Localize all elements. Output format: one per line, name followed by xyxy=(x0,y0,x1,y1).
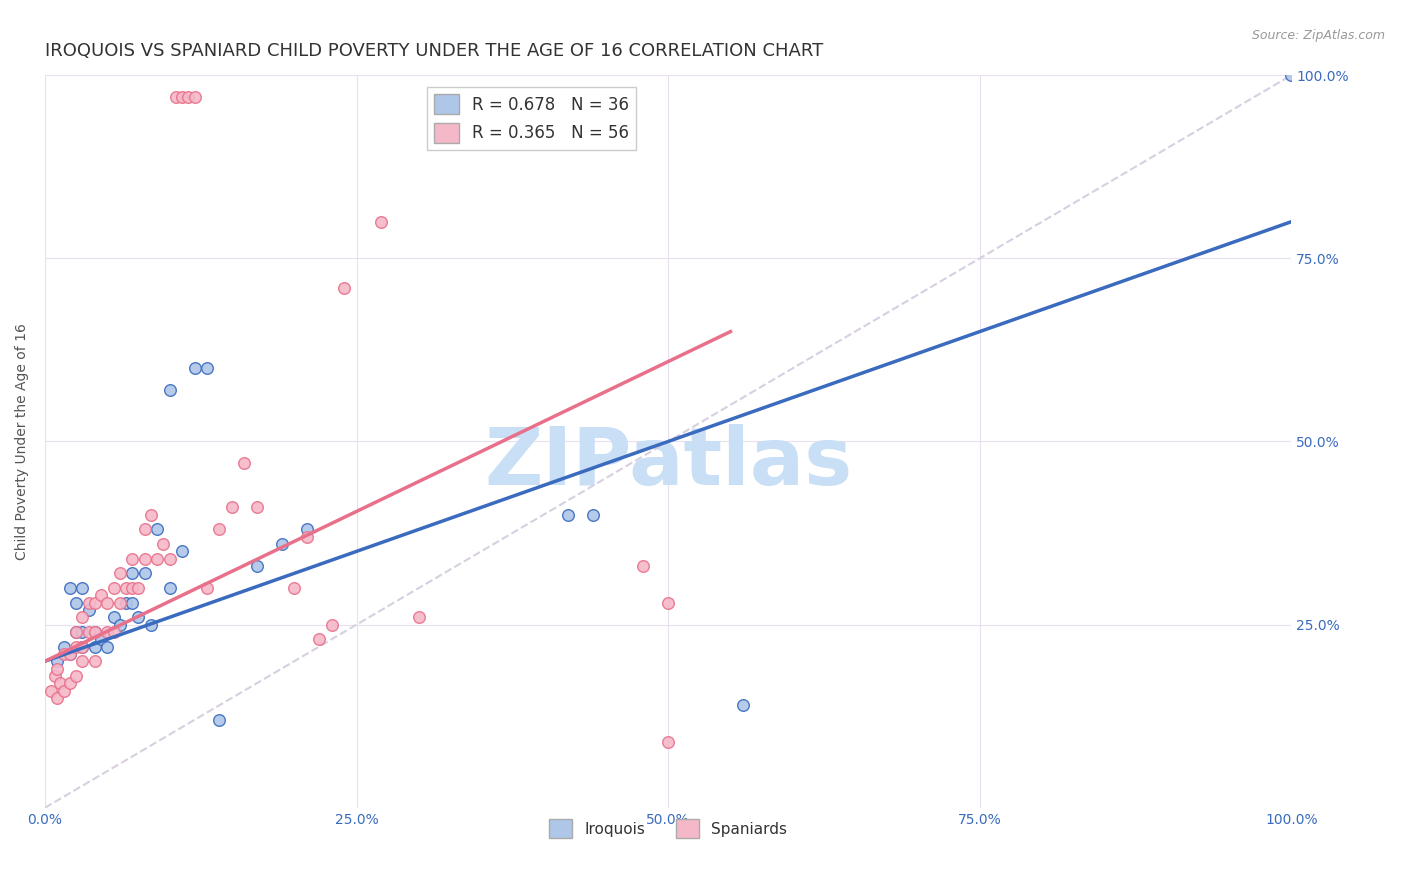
Point xyxy=(139,508,162,522)
Point xyxy=(65,624,87,639)
Point xyxy=(631,559,654,574)
Point xyxy=(134,522,156,536)
Point xyxy=(65,624,87,639)
Point xyxy=(121,551,143,566)
Point xyxy=(83,654,105,668)
Point xyxy=(657,596,679,610)
Point xyxy=(121,581,143,595)
Point xyxy=(59,581,82,595)
Point xyxy=(308,632,330,647)
Point xyxy=(83,640,105,654)
Point xyxy=(52,683,75,698)
Point xyxy=(77,596,100,610)
Point xyxy=(183,361,205,376)
Point xyxy=(72,640,94,654)
Point xyxy=(72,640,94,654)
Point xyxy=(121,596,143,610)
Point xyxy=(59,676,82,690)
Point xyxy=(170,544,193,558)
Point xyxy=(83,624,105,639)
Point xyxy=(183,90,205,104)
Point xyxy=(59,647,82,661)
Point xyxy=(146,551,169,566)
Point xyxy=(72,581,94,595)
Point xyxy=(152,537,174,551)
Point xyxy=(49,676,72,690)
Point xyxy=(46,662,69,676)
Point xyxy=(139,617,162,632)
Point xyxy=(83,596,105,610)
Point xyxy=(39,683,62,698)
Point xyxy=(96,640,118,654)
Point xyxy=(108,596,131,610)
Point xyxy=(177,90,200,104)
Point xyxy=(103,610,125,624)
Y-axis label: Child Poverty Under the Age of 16: Child Poverty Under the Age of 16 xyxy=(15,323,30,560)
Point xyxy=(295,530,318,544)
Text: IROQUOIS VS SPANIARD CHILD POVERTY UNDER THE AGE OF 16 CORRELATION CHART: IROQUOIS VS SPANIARD CHILD POVERTY UNDER… xyxy=(45,42,824,60)
Point xyxy=(208,522,231,536)
Legend: Iroquois, Spaniards: Iroquois, Spaniards xyxy=(543,814,793,844)
Point xyxy=(96,596,118,610)
Point xyxy=(165,90,187,104)
Point xyxy=(83,624,105,639)
Point xyxy=(72,654,94,668)
Point xyxy=(170,90,193,104)
Point xyxy=(108,617,131,632)
Point xyxy=(44,669,66,683)
Point xyxy=(208,713,231,727)
Point xyxy=(134,566,156,581)
Point xyxy=(72,624,94,639)
Point xyxy=(246,559,269,574)
Point xyxy=(108,566,131,581)
Point xyxy=(65,669,87,683)
Point xyxy=(59,647,82,661)
Point xyxy=(115,596,138,610)
Point xyxy=(270,537,292,551)
Text: Source: ZipAtlas.com: Source: ZipAtlas.com xyxy=(1251,29,1385,42)
Point xyxy=(159,551,181,566)
Point xyxy=(159,383,181,397)
Point xyxy=(134,551,156,566)
Point xyxy=(65,640,87,654)
Point xyxy=(321,617,343,632)
Point xyxy=(295,522,318,536)
Point xyxy=(408,610,430,624)
Point xyxy=(77,603,100,617)
Point xyxy=(195,581,218,595)
Point xyxy=(370,215,392,229)
Point xyxy=(283,581,305,595)
Point xyxy=(72,610,94,624)
Point xyxy=(46,654,69,668)
Point xyxy=(333,280,356,294)
Point xyxy=(103,624,125,639)
Point xyxy=(146,522,169,536)
Point xyxy=(657,735,679,749)
Point xyxy=(115,581,138,595)
Point xyxy=(52,640,75,654)
Point xyxy=(65,596,87,610)
Point xyxy=(731,698,754,713)
Point xyxy=(127,581,149,595)
Text: ZIPatlas: ZIPatlas xyxy=(484,425,852,502)
Point xyxy=(77,624,100,639)
Point xyxy=(233,457,256,471)
Point xyxy=(127,610,149,624)
Point xyxy=(90,588,112,602)
Point xyxy=(195,361,218,376)
Point xyxy=(582,508,605,522)
Point xyxy=(221,500,243,515)
Point xyxy=(121,566,143,581)
Point xyxy=(46,690,69,705)
Point xyxy=(1279,68,1302,82)
Point xyxy=(159,581,181,595)
Point xyxy=(52,647,75,661)
Point xyxy=(246,500,269,515)
Point xyxy=(103,581,125,595)
Point xyxy=(96,624,118,639)
Point xyxy=(557,508,579,522)
Point xyxy=(90,632,112,647)
